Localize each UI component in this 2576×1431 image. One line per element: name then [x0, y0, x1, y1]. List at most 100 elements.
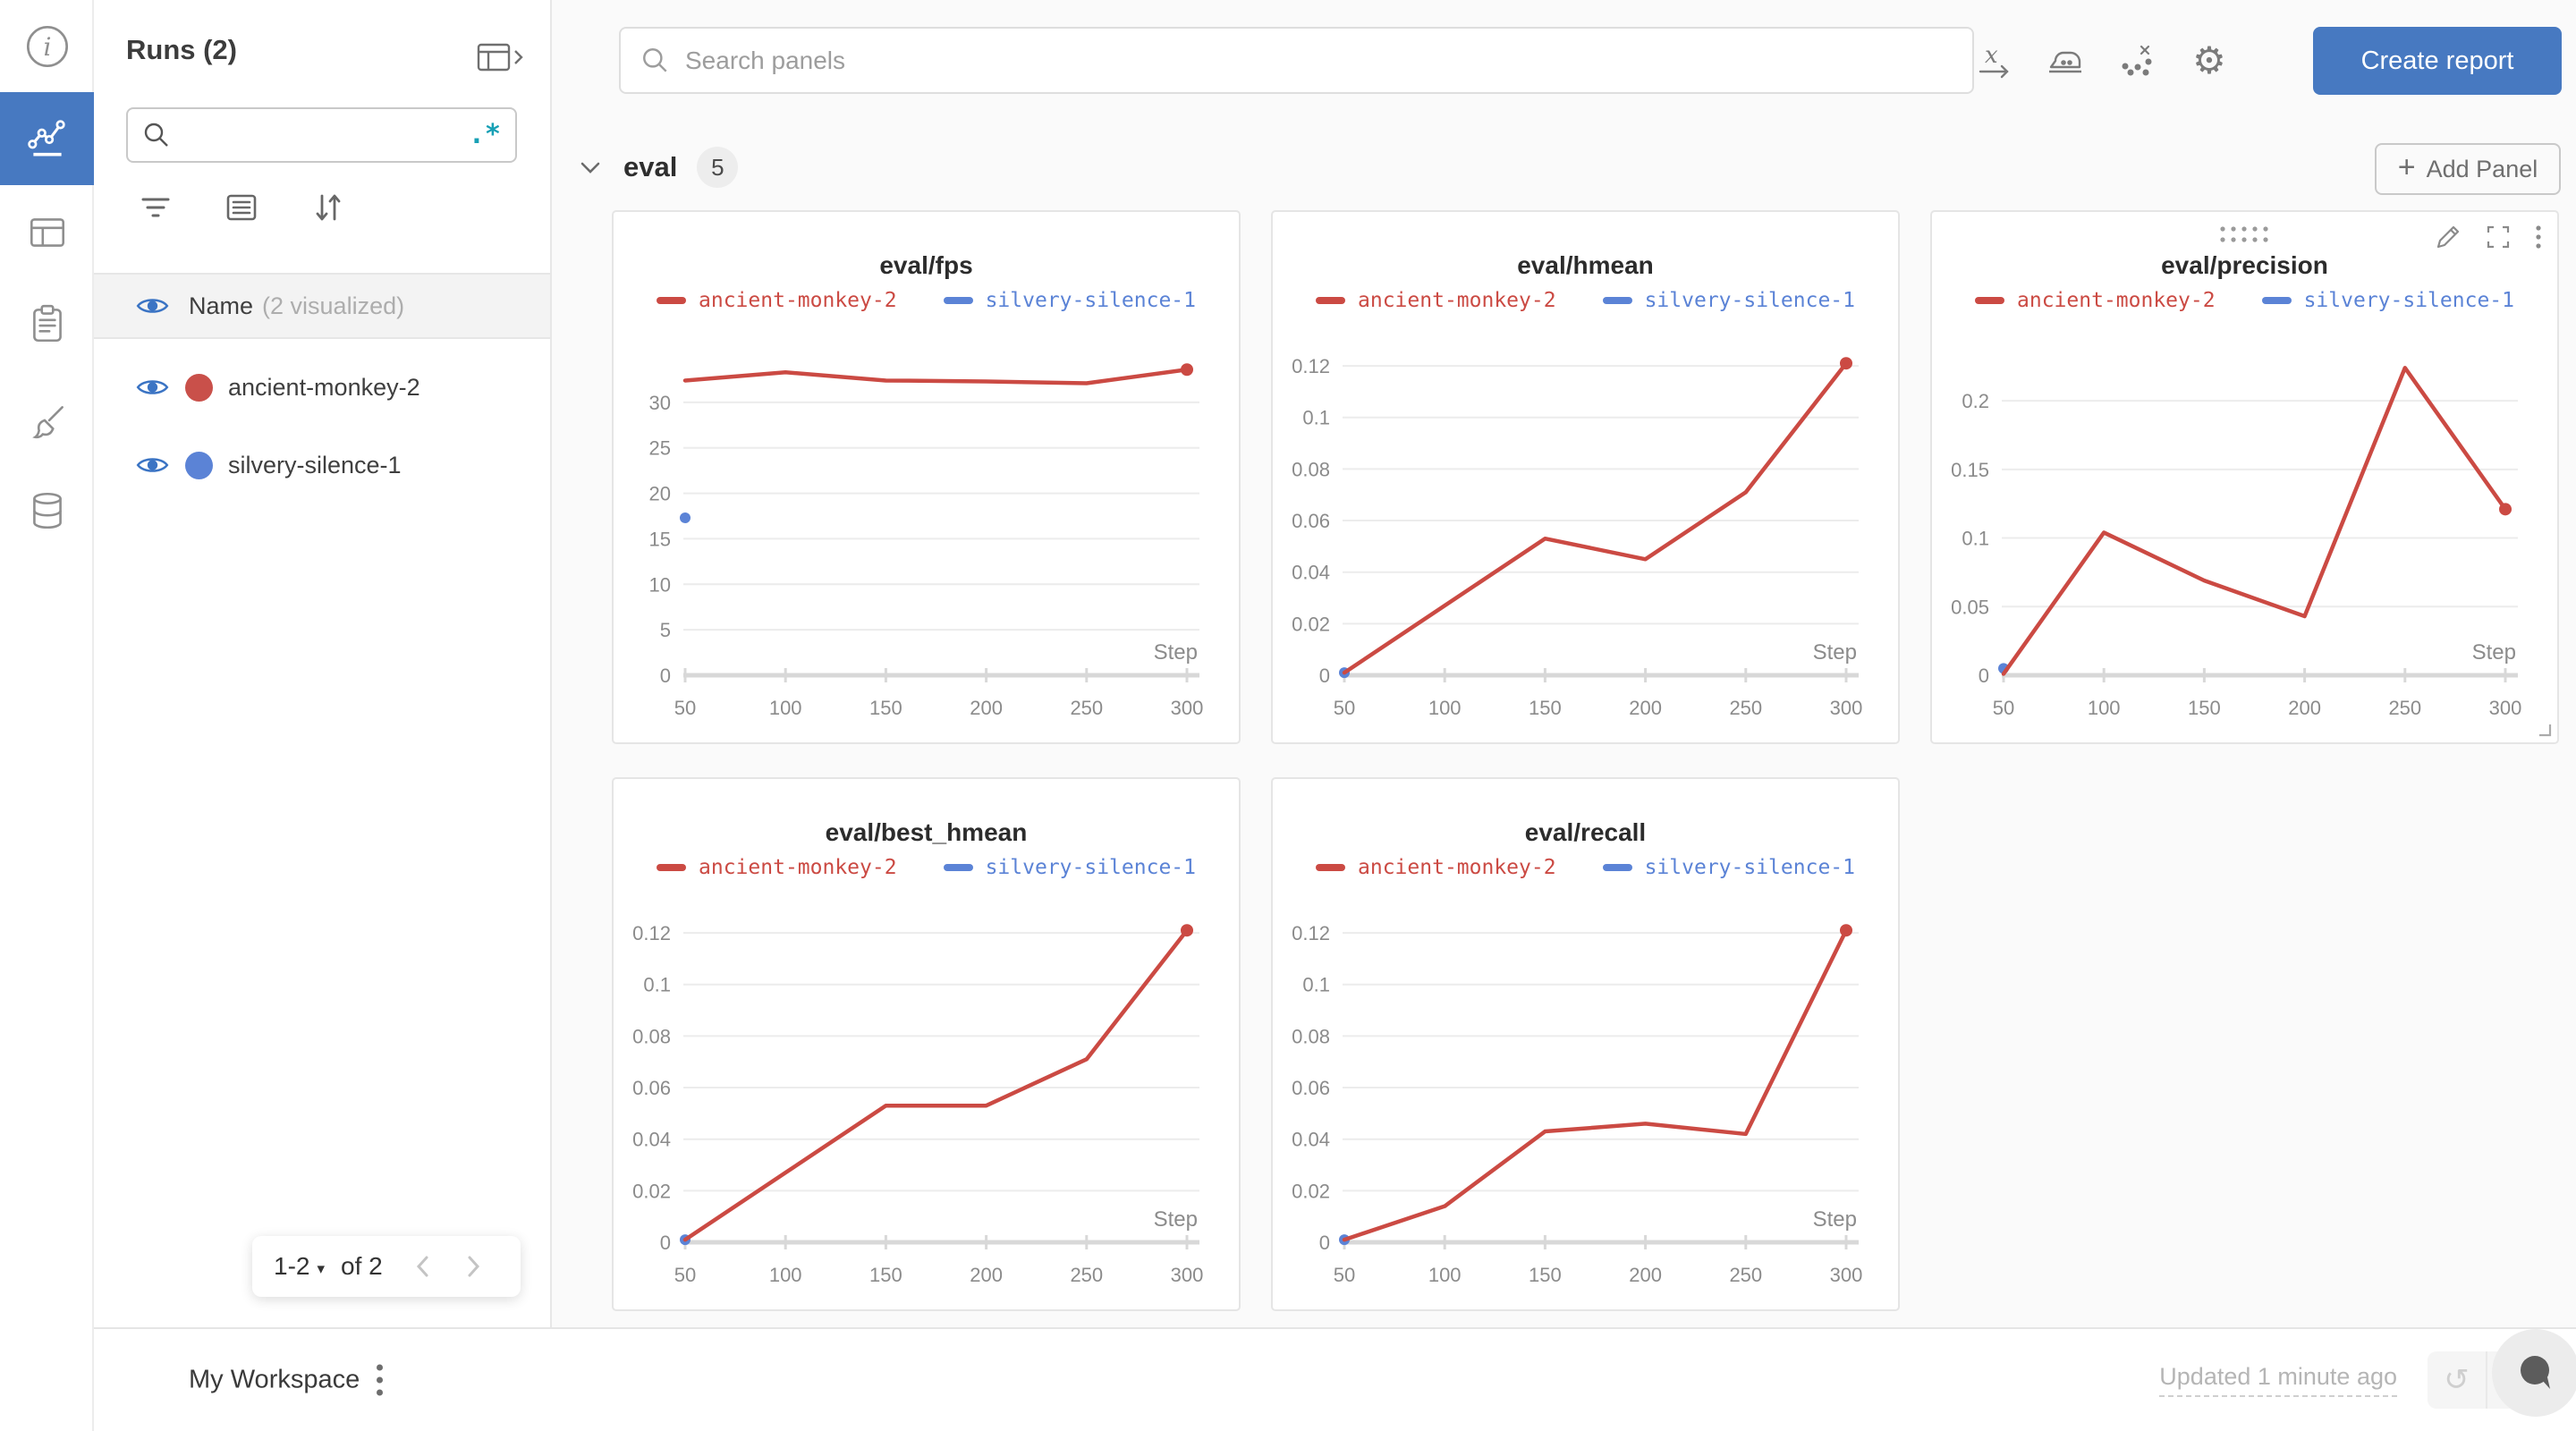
chart-panel[interactable]: eval/hmean ancient-monkey-2 silvery-silenc… — [1271, 210, 1900, 744]
run-name[interactable]: silvery-silence-1 — [228, 451, 402, 478]
legend-item[interactable]: silvery-silence-1 — [1602, 289, 1855, 312]
x-tick-label: 200 — [970, 697, 1003, 719]
series-end-point[interactable] — [2499, 503, 2512, 516]
series-line[interactable] — [2001, 366, 2508, 676]
x-tick-label: 250 — [1729, 1264, 1762, 1286]
smoothing-iron-icon[interactable] — [2039, 34, 2093, 88]
series-point[interactable] — [680, 512, 691, 524]
create-report-button[interactable]: Create report — [2313, 27, 2562, 95]
undo-icon[interactable]: ↺ — [2428, 1351, 2487, 1409]
series-line[interactable] — [682, 367, 1190, 385]
runs-search-input[interactable] — [183, 121, 469, 149]
x-axis-title: Step — [1813, 1207, 1857, 1232]
eye-visibility-icon[interactable] — [136, 454, 169, 476]
y-tick-label: 15 — [649, 528, 671, 550]
rail-item-sweeps[interactable] — [0, 376, 94, 469]
y-tick-label: 0.12 — [632, 922, 671, 944]
chart-plot[interactable]: 0 0.02 0.04 0.06 0.08 0.1 0.12 50 100 150 200 250 30… — [1273, 906, 1902, 1313]
y-tick-label: 0 — [1319, 1232, 1330, 1254]
legend-swatch — [657, 864, 687, 871]
fullscreen-panel-icon[interactable] — [2484, 223, 2512, 251]
panel-drag-handle-icon[interactable] — [1932, 224, 2557, 244]
legend-item[interactable]: silvery-silence-1 — [943, 289, 1196, 312]
section-title[interactable]: eval — [623, 151, 678, 182]
run-color-dot — [185, 373, 213, 402]
series-end-point[interactable] — [1181, 924, 1193, 937]
settings-gear-icon[interactable]: ⚙ — [2192, 38, 2226, 82]
chart-plot[interactable]: 0 0.02 0.04 0.06 0.08 0.1 0.12 50 100 150 200 250 30… — [614, 906, 1242, 1313]
runs-panel-title: Runs (2) — [126, 34, 237, 65]
rail-item-workspace-charts[interactable] — [0, 92, 94, 185]
legend-item[interactable]: ancient-monkey-2 — [657, 856, 897, 879]
pagination-caret-icon[interactable]: ▾ — [317, 1260, 326, 1277]
brush-icon — [25, 400, 70, 445]
run-name[interactable]: ancient-monkey-2 — [228, 373, 420, 401]
legend-swatch — [657, 297, 687, 304]
y-tick-label: 0.06 — [1292, 1077, 1330, 1099]
chart-plot[interactable]: 0 0.05 0.1 0.15 0.2 50 100 150 200 250 300 Step — [1932, 339, 2561, 746]
regex-toggle-icon[interactable]: .* — [468, 119, 501, 150]
legend-item[interactable]: silvery-silence-1 — [1602, 856, 1855, 879]
series-line[interactable] — [1342, 927, 1849, 1242]
pagination-range[interactable]: 1-2 — [274, 1252, 310, 1280]
x-tick-label: 250 — [1070, 1264, 1103, 1286]
y-tick-label: 0.1 — [1302, 974, 1330, 996]
legend-item[interactable]: ancient-monkey-2 — [1975, 289, 2216, 312]
series-end-point[interactable] — [1840, 357, 1852, 370]
filter-icon[interactable] — [137, 191, 174, 224]
columns-settings-icon[interactable] — [223, 191, 260, 224]
run-row[interactable]: ancient-monkey-2 — [94, 349, 550, 426]
run-row[interactable]: silvery-silence-1 — [94, 427, 550, 504]
y-tick-label: 0.06 — [632, 1077, 671, 1099]
chart-panel[interactable]: eval/recall ancient-monkey-2 silvery-silen… — [1271, 777, 1900, 1311]
rail-item-runs-table[interactable] — [0, 186, 94, 279]
legend-item[interactable]: ancient-monkey-2 — [1316, 289, 1556, 312]
legend-item[interactable]: ancient-monkey-2 — [1316, 856, 1556, 879]
search-icon — [640, 46, 671, 76]
workspace-menu-kebab-icon[interactable] — [377, 1364, 383, 1396]
panel-menu-kebab-icon[interactable] — [2534, 223, 2543, 251]
chart-plot[interactable]: 0 5 10 15 20 25 30 50 100 150 200 250 300 Step — [614, 339, 1242, 746]
x-tick-label: 200 — [2288, 697, 2321, 719]
x-tick-label: 300 — [1171, 697, 1204, 719]
edit-panel-pencil-icon[interactable] — [2434, 223, 2462, 251]
legend-item[interactable]: silvery-silence-1 — [2261, 289, 2514, 312]
sort-icon[interactable] — [309, 190, 348, 225]
prev-page-icon[interactable] — [413, 1253, 433, 1280]
rail-item-logs[interactable] — [0, 277, 94, 370]
series-end-point[interactable] — [1840, 924, 1852, 937]
panel-resize-handle[interactable] — [2536, 721, 2552, 737]
chat-support-button[interactable] — [2492, 1329, 2576, 1417]
legend-item[interactable]: ancient-monkey-2 — [657, 289, 897, 312]
chart-plot[interactable]: 0 0.02 0.04 0.06 0.08 0.1 0.12 50 100 150 200 250 30… — [1273, 339, 1902, 746]
runs-table-expand-icon[interactable] — [475, 39, 525, 75]
workspace-name[interactable]: My Workspace — [189, 1365, 360, 1394]
panel-search-input[interactable] — [685, 46, 1953, 75]
x-axis-title: Step — [1154, 640, 1198, 665]
y-tick-label: 0.1 — [643, 974, 671, 996]
series-line[interactable] — [1342, 360, 1849, 675]
next-page-icon[interactable] — [463, 1253, 483, 1280]
left-nav-rail: i — [0, 0, 94, 1431]
legend-swatch — [943, 864, 973, 871]
rail-item-artifacts[interactable] — [0, 464, 94, 557]
x-tick-label: 250 — [1070, 697, 1103, 719]
runs-toolbar — [137, 190, 348, 225]
svg-text:i: i — [43, 32, 51, 62]
series-end-point[interactable] — [1181, 363, 1193, 377]
chevron-down-icon[interactable] — [577, 158, 604, 176]
chart-panel[interactable]: eval/precision ancient-monkey-2 silvery-si… — [1930, 210, 2559, 744]
y-tick-label: 0.04 — [1292, 1129, 1330, 1151]
legend-item[interactable]: silvery-silence-1 — [943, 856, 1196, 879]
chart-panel[interactable]: eval/fps ancient-monkey-2 silvery-silence-… — [612, 210, 1241, 744]
x-axis-settings-icon[interactable]: x — [1968, 34, 2021, 88]
rail-item-overview[interactable]: i — [0, 0, 94, 93]
outliers-icon[interactable] — [2111, 34, 2165, 88]
chart-panel[interactable]: eval/best_hmean ancient-monkey-2 silvery-s… — [612, 777, 1241, 1311]
legend-run-name: ancient-monkey-2 — [1358, 856, 1556, 879]
eye-visibility-icon[interactable] — [136, 295, 169, 317]
add-panel-button[interactable]: + Add Panel — [2375, 143, 2561, 195]
eye-visibility-icon[interactable] — [136, 377, 169, 398]
updated-timestamp[interactable]: Updated 1 minute ago — [2159, 1363, 2397, 1397]
series-line[interactable] — [682, 927, 1190, 1242]
